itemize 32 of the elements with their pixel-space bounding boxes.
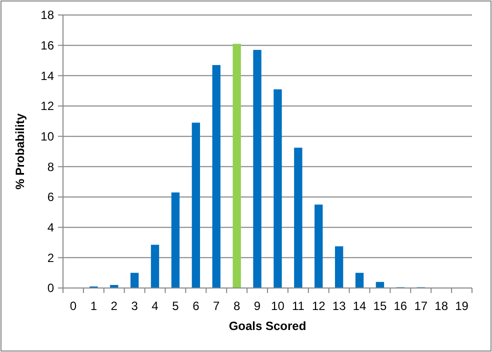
y-tick-label: 10: [40, 130, 54, 144]
y-tick-label: 18: [40, 8, 54, 22]
x-tick-label: 6: [192, 299, 200, 313]
x-tick-label: 14: [352, 299, 367, 313]
x-tick-label: 17: [414, 299, 428, 313]
x-tick-label: 1: [90, 299, 98, 313]
x-tick-label: 8: [233, 299, 240, 313]
y-tick-label: 14: [40, 68, 54, 83]
x-tick-label: 12: [312, 299, 326, 313]
y-tick-label: 0: [47, 281, 54, 296]
y-tick-label: 2: [47, 250, 54, 265]
x-tick-label: 11: [292, 299, 305, 313]
y-tick-label: 8: [47, 160, 54, 174]
y-tick-label: 16: [40, 38, 54, 53]
y-tick-label: 4: [47, 220, 54, 235]
x-tick-label: 13: [332, 299, 346, 313]
x-tick-label: 5: [172, 299, 180, 313]
x-tick-label: 16: [394, 299, 408, 313]
x-tick-label: 10: [271, 299, 285, 313]
x-tick-label: 7: [213, 299, 220, 313]
x-tick-label: 4: [152, 299, 159, 313]
x-tick-label: 0: [70, 299, 77, 313]
x-tick-label: 19: [455, 299, 469, 313]
y-axis-title: % Probability: [13, 113, 27, 190]
x-tick-label: 2: [110, 299, 118, 313]
x-axis-title: Goals Scored: [228, 319, 306, 333]
y-tick-label: 6: [47, 190, 54, 204]
x-tick-label: 15: [373, 299, 387, 313]
y-tick-label: 12: [40, 99, 54, 114]
x-tick-label: 3: [131, 299, 138, 313]
x-tick-label: 18: [434, 299, 448, 313]
x-tick-label: 9: [254, 299, 261, 313]
